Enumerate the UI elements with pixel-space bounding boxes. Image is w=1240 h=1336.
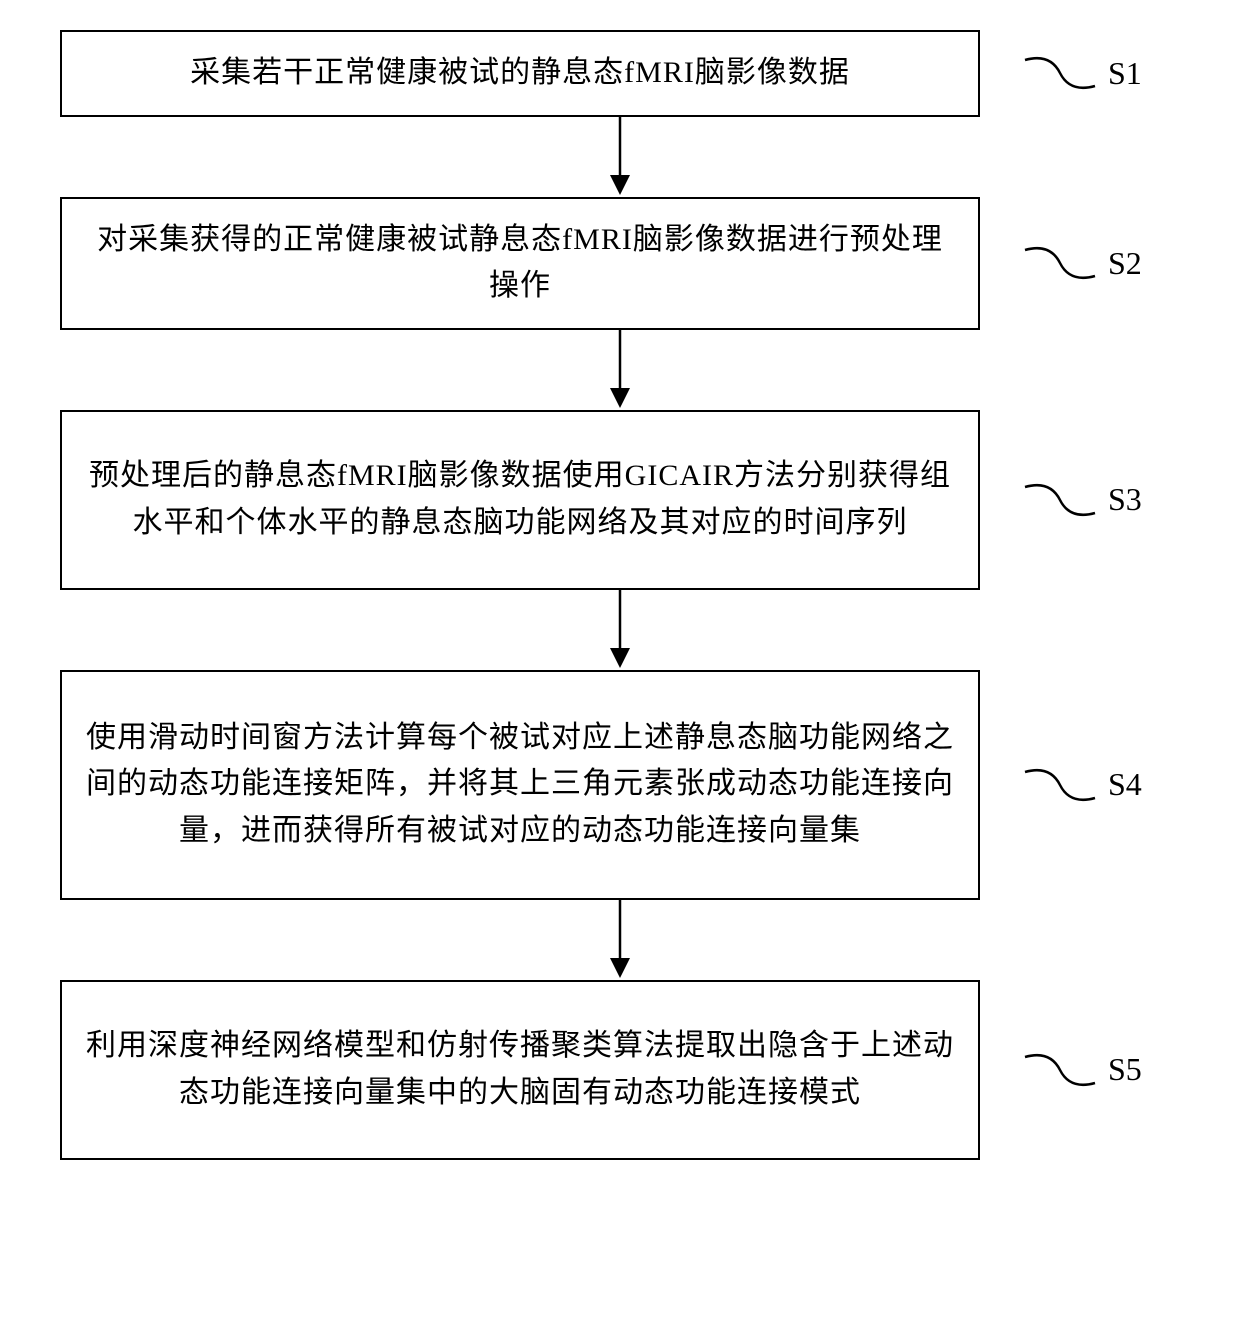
step-label: S3 — [1108, 481, 1142, 518]
step-box-s4: 使用滑动时间窗方法计算每个被试对应上述静息态脑功能网络之间的动态功能连接矩阵，并… — [60, 670, 980, 900]
step-box-s3: 预处理后的静息态fMRI脑影像数据使用GICAIR方法分别获得组水平和个体水平的… — [60, 410, 980, 590]
step-row-s1: 采集若干正常健康被试的静息态fMRI脑影像数据 S1 — [60, 30, 1180, 117]
down-arrow-icon — [600, 330, 640, 410]
arrow-s3-s4 — [160, 590, 1080, 670]
step-label-wrap-s5: S5 — [1020, 1045, 1142, 1095]
curve-connector-icon — [1020, 48, 1100, 98]
arrow-s1-s2 — [160, 117, 1080, 197]
step-label-wrap-s4: S4 — [1020, 760, 1142, 810]
step-box-s1: 采集若干正常健康被试的静息态fMRI脑影像数据 — [60, 30, 980, 117]
step-row-s2: 对采集获得的正常健康被试静息态fMRI脑影像数据进行预处理操作 S2 — [60, 197, 1180, 330]
curve-connector-icon — [1020, 475, 1100, 525]
curve-connector-icon — [1020, 760, 1100, 810]
step-label: S1 — [1108, 55, 1142, 92]
step-text: 对采集获得的正常健康被试静息态fMRI脑影像数据进行预处理操作 — [86, 217, 954, 310]
step-label: S2 — [1108, 245, 1142, 282]
step-row-s5: 利用深度神经网络模型和仿射传播聚类算法提取出隐含于上述动态功能连接向量集中的大脑… — [60, 980, 1180, 1160]
flowchart-container: 采集若干正常健康被试的静息态fMRI脑影像数据 S1 对采集获得的正常健康被试静… — [60, 30, 1180, 1160]
step-text: 使用滑动时间窗方法计算每个被试对应上述静息态脑功能网络之间的动态功能连接矩阵，并… — [86, 715, 954, 855]
step-row-s3: 预处理后的静息态fMRI脑影像数据使用GICAIR方法分别获得组水平和个体水平的… — [60, 410, 1180, 590]
curve-connector-icon — [1020, 238, 1100, 288]
step-label: S4 — [1108, 766, 1142, 803]
down-arrow-icon — [600, 590, 640, 670]
arrow-s4-s5 — [160, 900, 1080, 980]
step-box-s5: 利用深度神经网络模型和仿射传播聚类算法提取出隐含于上述动态功能连接向量集中的大脑… — [60, 980, 980, 1160]
curve-connector-icon — [1020, 1045, 1100, 1095]
down-arrow-icon — [600, 900, 640, 980]
arrow-s2-s3 — [160, 330, 1080, 410]
step-row-s4: 使用滑动时间窗方法计算每个被试对应上述静息态脑功能网络之间的动态功能连接矩阵，并… — [60, 670, 1180, 900]
step-text: 预处理后的静息态fMRI脑影像数据使用GICAIR方法分别获得组水平和个体水平的… — [86, 453, 954, 546]
down-arrow-icon — [600, 117, 640, 197]
step-label: S5 — [1108, 1051, 1142, 1088]
step-text: 采集若干正常健康被试的静息态fMRI脑影像数据 — [190, 50, 850, 97]
step-label-wrap-s2: S2 — [1020, 238, 1142, 288]
step-text: 利用深度神经网络模型和仿射传播聚类算法提取出隐含于上述动态功能连接向量集中的大脑… — [86, 1023, 954, 1116]
step-box-s2: 对采集获得的正常健康被试静息态fMRI脑影像数据进行预处理操作 — [60, 197, 980, 330]
step-label-wrap-s3: S3 — [1020, 475, 1142, 525]
step-label-wrap-s1: S1 — [1020, 48, 1142, 98]
